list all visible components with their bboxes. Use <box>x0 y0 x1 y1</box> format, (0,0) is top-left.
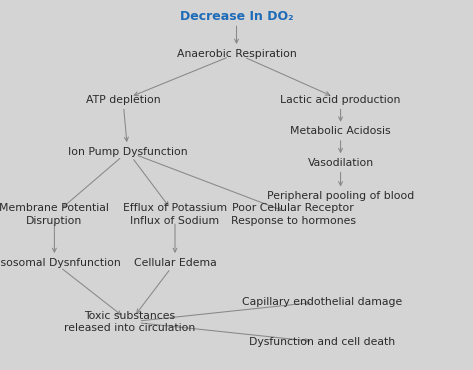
Text: ATP depletion: ATP depletion <box>86 95 160 105</box>
Text: Metabolic Acidosis: Metabolic Acidosis <box>290 126 391 137</box>
Text: Poor Cellular Receptor
Response to hormones: Poor Cellular Receptor Response to hormo… <box>231 204 356 226</box>
Text: Dysfunction and cell death: Dysfunction and cell death <box>249 337 394 347</box>
Text: Capillary endothelial damage: Capillary endothelial damage <box>242 296 402 307</box>
Text: Lysosomal Dysnfunction: Lysosomal Dysnfunction <box>0 258 120 268</box>
Text: Lactic acid production: Lactic acid production <box>280 95 401 105</box>
Text: Cellular Edema: Cellular Edema <box>134 258 216 268</box>
Text: Membrane Potential
Disruption: Membrane Potential Disruption <box>0 204 109 226</box>
Text: Efflux of Potassium
Influx of Sodium: Efflux of Potassium Influx of Sodium <box>123 204 227 226</box>
Text: Ion Pump Dysfunction: Ion Pump Dysfunction <box>68 147 187 157</box>
Text: Anaerobic Respiration: Anaerobic Respiration <box>176 48 297 59</box>
Text: Decrease In DO₂: Decrease In DO₂ <box>180 10 293 23</box>
Text: Peripheral pooling of blood: Peripheral pooling of blood <box>267 191 414 201</box>
Text: Toxic substances
released into circulation: Toxic substances released into circulati… <box>64 311 196 333</box>
Text: Vasodilation: Vasodilation <box>307 158 374 168</box>
